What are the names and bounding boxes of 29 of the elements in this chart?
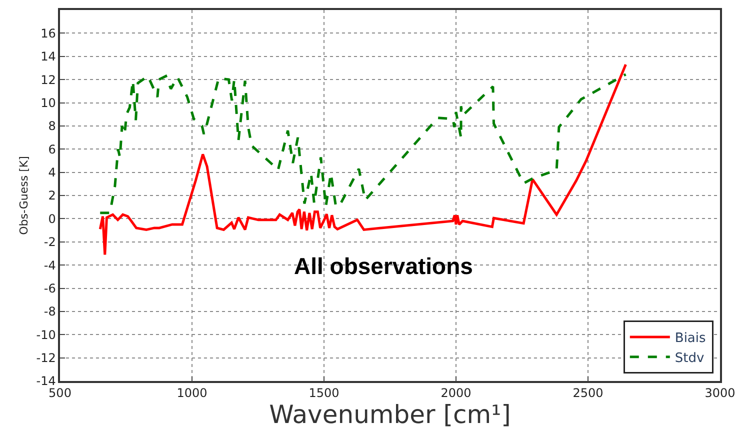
y-axis-title: Obs-Guess [K] xyxy=(17,156,30,235)
y-tick-label: -8 xyxy=(44,304,56,319)
legend-label: Biais xyxy=(674,331,706,346)
legend-label: Stdv xyxy=(674,351,704,366)
x-axis-title: Wavenumber [cm¹] xyxy=(269,400,511,430)
y-tick-label: -14 xyxy=(36,374,56,388)
y-tick-label: 2 xyxy=(48,188,56,203)
line-series xyxy=(98,73,627,214)
y-tick-label: -4 xyxy=(44,258,56,272)
y-tick-label: 8 xyxy=(48,119,56,134)
x-tick-label: 3000 xyxy=(704,386,736,400)
y-tick-label: 14 xyxy=(40,50,56,64)
y-tick-label: 16 xyxy=(40,26,56,40)
y-tick-label: 10 xyxy=(40,96,56,110)
y-tick-label: 4 xyxy=(48,166,56,180)
y-tick-label: -10 xyxy=(36,328,56,342)
y-tick-label: 6 xyxy=(48,142,56,156)
annotation: All observations xyxy=(294,253,473,279)
x-tick-label: 1500 xyxy=(308,386,340,400)
y-tick-label: 0 xyxy=(48,212,56,226)
x-tick-label: 2500 xyxy=(572,386,604,400)
x-tick-label: 1000 xyxy=(176,386,208,400)
y-tick-label: -2 xyxy=(44,235,56,250)
y-tick-label: -12 xyxy=(36,351,56,366)
x-tick-label: 2000 xyxy=(440,386,472,400)
y-tick-label: 12 xyxy=(40,72,56,87)
y-tick-label: -6 xyxy=(44,281,56,296)
x-tick-label: 500 xyxy=(48,386,72,400)
line-series xyxy=(98,63,627,256)
